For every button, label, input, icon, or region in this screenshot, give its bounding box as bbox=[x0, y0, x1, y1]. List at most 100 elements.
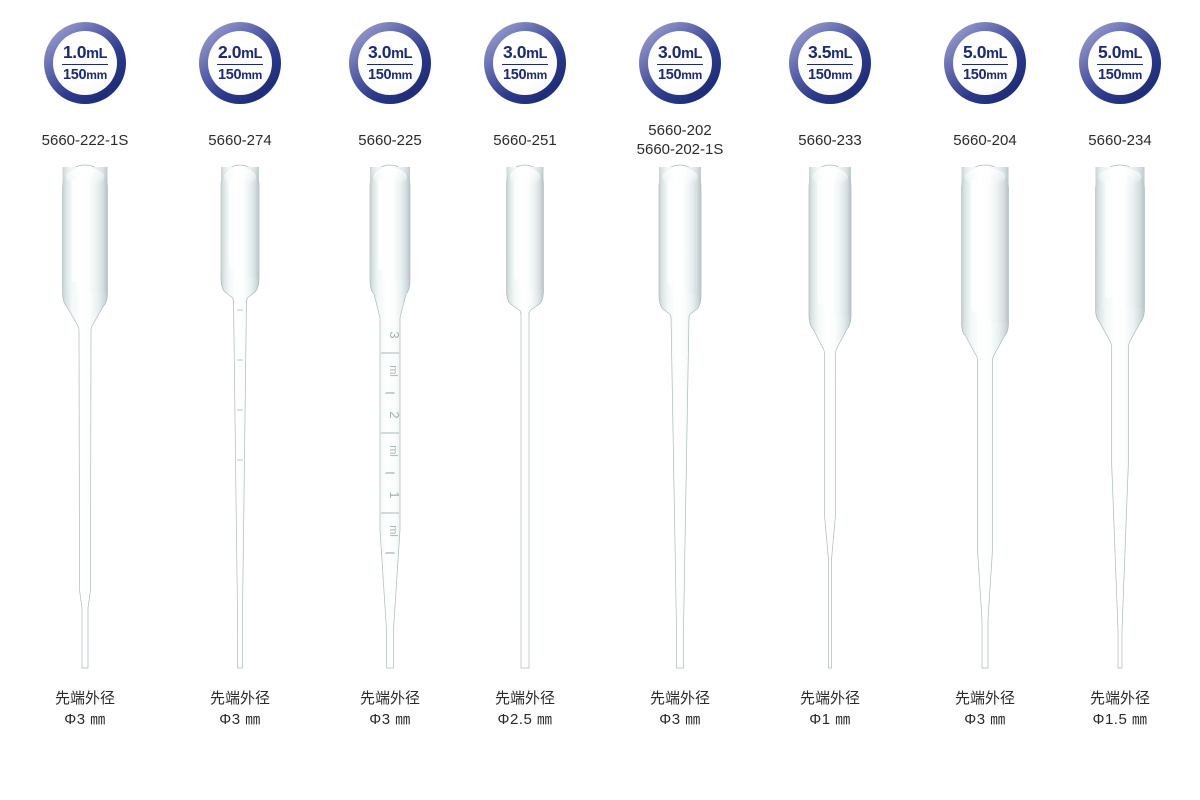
caption-value: Φ2.5 ㎜ bbox=[497, 711, 553, 728]
pipette-highlight bbox=[228, 179, 235, 268]
pipette-illustration bbox=[961, 164, 1009, 669]
pipette-highlight bbox=[667, 179, 675, 285]
badge-length: 150mm bbox=[218, 68, 262, 83]
badge-volume: 2.0mL bbox=[217, 41, 263, 62]
badge-inner: 5.0mL 150mm bbox=[1088, 31, 1152, 95]
badge-length: 150mm bbox=[503, 68, 547, 83]
badge-divider bbox=[367, 63, 413, 66]
badge-volume: 5.0mL bbox=[1097, 41, 1143, 62]
badge-volume: 5.0mL bbox=[963, 43, 1007, 62]
badge-inner: 1.0mL 150mm bbox=[53, 31, 117, 95]
product-code-line: 5660-202-1S bbox=[636, 141, 724, 158]
badge-volume: 1.0mL bbox=[62, 41, 107, 62]
badge-divider bbox=[502, 63, 548, 66]
badge-volume-value: 3.0 bbox=[502, 41, 527, 62]
badge-volume-unit: mL bbox=[241, 45, 263, 62]
tip-diameter-caption: 先端外径 Φ3 ㎜ bbox=[55, 688, 115, 730]
badge-ring: 2.0mL 150mm bbox=[199, 22, 281, 104]
product-column: 3.0mL 150mm 5660-202 5660-202-1S 先端外径 Φ3 ㎜ bbox=[600, 0, 760, 800]
badge-volume-unit: mL bbox=[391, 45, 413, 62]
badge-divider bbox=[1097, 63, 1143, 66]
badge-length-value: 150 bbox=[962, 66, 987, 83]
badge-ring: 3.0mL 150mm bbox=[484, 22, 566, 104]
product-column: 5.0mL 150mm 5660-204 先端外径 Φ3 ㎜ bbox=[905, 0, 1065, 800]
product-code-line: 5660-274 bbox=[208, 132, 272, 149]
badge-ring: 3.0mL 150mm bbox=[349, 22, 431, 104]
product-code-line: 5660-233 bbox=[798, 132, 862, 149]
pipette-cap-sheen bbox=[65, 168, 105, 186]
pipette-bulb-shading bbox=[659, 167, 701, 295]
caption-label: 先端外径 bbox=[649, 690, 711, 707]
badge-length-value: 150 bbox=[217, 66, 242, 83]
badge-inner: 3.5mL 150mm bbox=[798, 31, 862, 95]
pipette-illustration bbox=[506, 164, 544, 669]
badge-volume: 3.0mL bbox=[367, 41, 413, 62]
caption-value: Φ3 ㎜ bbox=[964, 711, 1006, 728]
spec-badge: 5.0mL 150mm bbox=[1079, 22, 1161, 104]
badge-volume-unit: mL bbox=[831, 45, 853, 62]
pipette-illustration bbox=[658, 164, 702, 669]
badge-volume: 3.0mL bbox=[502, 41, 548, 62]
badge-length-value: 150 bbox=[807, 66, 832, 83]
product-column: 5.0mL 150mm 5660-234 先端外径 Φ1.5 ㎜ bbox=[1040, 0, 1200, 800]
product-code: 5660-222-1S bbox=[42, 131, 129, 150]
badge-ring: 5.0mL 150mm bbox=[1079, 22, 1161, 104]
caption-value: Φ3 ㎜ bbox=[219, 711, 261, 728]
badge-length-unit: mm bbox=[681, 67, 703, 82]
badge-length: 150mm bbox=[658, 68, 702, 83]
pipette-highlight bbox=[71, 179, 79, 282]
pipette-cap-sheen bbox=[373, 168, 407, 186]
graduation-value: 3 bbox=[387, 331, 402, 338]
badge-divider bbox=[962, 63, 1008, 66]
pipette-cap-sheen bbox=[662, 168, 698, 186]
badge-volume-value: 3.0 bbox=[367, 41, 392, 62]
pipette-illustration bbox=[220, 164, 260, 669]
pipette-body bbox=[369, 164, 411, 669]
tip-diameter-caption: 先端外径 Φ1.5 ㎜ bbox=[1090, 688, 1150, 730]
badge-volume-unit: mL bbox=[1121, 45, 1143, 62]
caption-value: Φ1 ㎜ bbox=[809, 711, 851, 728]
badge-length-unit: mm bbox=[241, 67, 263, 82]
pipette-bulb-shading bbox=[62, 167, 108, 292]
badge-length-unit: mm bbox=[831, 67, 853, 82]
pipette-bulb-shading bbox=[1095, 167, 1145, 308]
badge-length: 150mm bbox=[963, 68, 1007, 83]
badge-inner: 3.0mL 150mm bbox=[358, 31, 422, 95]
caption-label: 先端外径 bbox=[1089, 690, 1151, 707]
badge-length-value: 150 bbox=[502, 66, 527, 83]
graduation-marks-faint bbox=[237, 309, 243, 461]
spec-badge: 2.0mL 150mm bbox=[199, 22, 281, 104]
badge-inner: 3.0mL 150mm bbox=[493, 31, 557, 95]
graduation-value: 1 bbox=[387, 491, 402, 498]
badge-ring: 5.0mL 150mm bbox=[944, 22, 1026, 104]
pipette-cap-sheen bbox=[1098, 168, 1142, 186]
graduation-unit: ml bbox=[387, 445, 399, 457]
caption-value: Φ1.5 ㎜ bbox=[1092, 711, 1148, 728]
product-code-line: 5660-204 bbox=[953, 132, 1017, 149]
badge-volume-value: 2.0 bbox=[217, 41, 242, 62]
spec-badge: 3.0mL 150mm bbox=[639, 22, 721, 104]
product-column: 3.0mL 150mm 5660-251 先端外径 Φ2.5 ㎜ bbox=[445, 0, 605, 800]
spec-badge: 3.5mL 150mm bbox=[789, 22, 871, 104]
tip-diameter-caption: 先端外径 Φ1 ㎜ bbox=[800, 688, 860, 730]
product-code: 5660-274 bbox=[208, 131, 271, 150]
badge-length-unit: mm bbox=[86, 67, 108, 82]
product-code-line: 5660-234 bbox=[1088, 132, 1152, 149]
product-code: 5660-225 bbox=[358, 131, 421, 150]
badge-ring: 3.5mL 150mm bbox=[789, 22, 871, 104]
product-column: 3.0mL 150mm 5660-225 3 ml 2 ml 1 ml 先端外径 Φ3 ㎜ bbox=[310, 0, 470, 800]
product-code: 5660-233 bbox=[798, 131, 861, 150]
caption-label: 先端外径 bbox=[954, 690, 1016, 707]
pipette-body bbox=[506, 164, 544, 669]
badge-volume-value: 5.0 bbox=[1097, 41, 1122, 62]
pipette-cap-sheen bbox=[224, 168, 256, 186]
badge-inner: 3.0mL 150mm bbox=[648, 31, 712, 95]
spec-badge: 1.0mL 150mm bbox=[44, 22, 126, 104]
pipette-highlight bbox=[970, 179, 979, 312]
pipette-highlight bbox=[1105, 179, 1114, 298]
badge-length-value: 150 bbox=[657, 66, 682, 83]
badge-ring: 1.0mL 150mm bbox=[44, 22, 126, 104]
badge-volume-value: 1.0 bbox=[62, 41, 87, 62]
product-code-line: 5660-222-1S bbox=[41, 132, 129, 149]
badge-volume-unit: mL bbox=[526, 45, 548, 62]
